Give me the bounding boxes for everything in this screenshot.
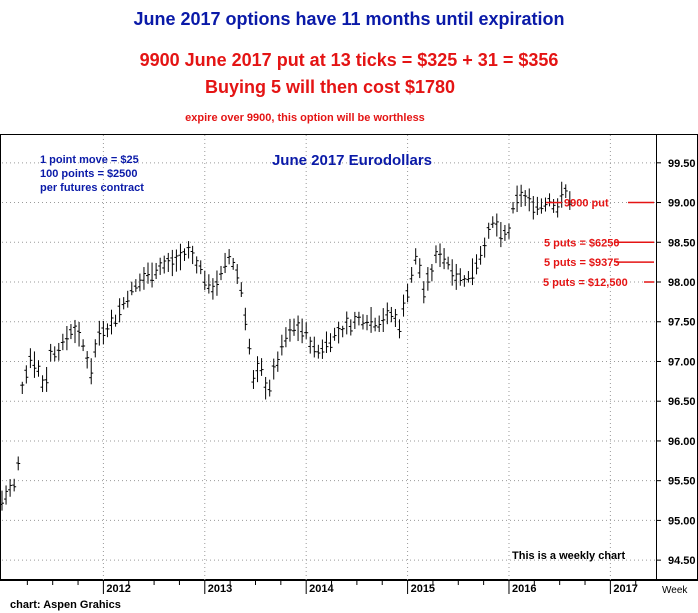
price-level-label: 5 puts = $9375 bbox=[544, 257, 620, 269]
price-levels: 9900 put 5 puts = $6250 5 puts = $9375 5 pu… bbox=[543, 198, 654, 289]
price-level-label: 5 puts = $6250 bbox=[544, 237, 620, 249]
y-tick-label: 97.50 bbox=[668, 317, 696, 329]
y-tick-label: 97.00 bbox=[668, 356, 696, 368]
chart-title: June 2017 Eurodollars bbox=[272, 152, 432, 169]
y-tick-label: 95.50 bbox=[668, 476, 696, 488]
header-line-2: 9900 June 2017 put at 13 ticks = $325 + … bbox=[140, 50, 559, 70]
y-tick-label: 95.00 bbox=[668, 515, 696, 527]
x-tick-label: 2012 bbox=[106, 583, 130, 595]
x-tick-label: 2016 bbox=[512, 583, 536, 595]
y-tick-label: 96.00 bbox=[668, 436, 696, 448]
y-tick-label: 99.00 bbox=[668, 198, 696, 210]
header-line-3: Buying 5 will then cost $1780 bbox=[205, 77, 455, 97]
header-line-4: expire over 9900, this option will be wo… bbox=[185, 112, 425, 124]
y-tick-label: 98.00 bbox=[668, 277, 696, 289]
x-axis: 2012 2013 2014 2015 2016 2017 bbox=[26, 580, 638, 595]
period-label: Week bbox=[662, 585, 688, 596]
header-line-1: June 2017 options have 11 months until e… bbox=[133, 9, 564, 29]
y-axis: 94.50 95.00 95.50 96.00 96.50 97.00 97.50 98.00… bbox=[656, 158, 696, 567]
weekly-chart-note: This is a weekly chart bbox=[512, 550, 625, 562]
x-tick-label: 2017 bbox=[613, 583, 637, 595]
y-tick-label: 99.50 bbox=[668, 158, 696, 170]
price-bars bbox=[0, 181, 572, 511]
x-tick-label: 2013 bbox=[208, 583, 232, 595]
y-tick-label: 96.50 bbox=[668, 396, 696, 408]
x-tick-label: 2014 bbox=[309, 583, 334, 595]
x-tick-label: 2015 bbox=[411, 583, 435, 595]
note-point-move: 1 point move = $25 bbox=[40, 154, 139, 166]
chart-credit: chart: Aspen Grahics bbox=[10, 599, 121, 611]
note-per-contract: per futures contract bbox=[40, 182, 144, 194]
price-level-label: 5 puts = $12,500 bbox=[543, 277, 628, 289]
y-tick-label: 94.50 bbox=[668, 555, 696, 567]
note-hundred-points: 100 points = $2500 bbox=[40, 168, 138, 180]
price-level-label: 9900 put bbox=[564, 198, 609, 210]
y-tick-label: 98.50 bbox=[668, 237, 696, 249]
